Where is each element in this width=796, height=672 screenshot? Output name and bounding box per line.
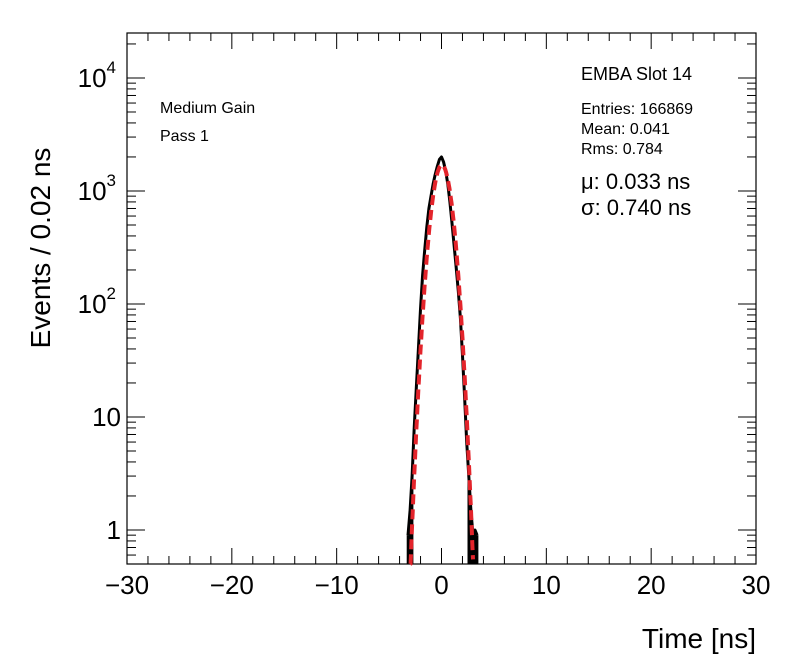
entries-label: Entries: 166869 [581,101,693,118]
y-tick-label: 103 [78,171,116,206]
sigma-label: σ: 0.740 ns [581,195,691,220]
x-axis-ticks [126,33,757,564]
x-tick-label: 20 [637,570,666,600]
gaussian-fit-line [408,162,475,566]
y-axis-ticks [127,43,756,565]
rms-label: Rms: 0.784 [581,141,663,158]
x-tick-label: 30 [742,570,771,600]
y-tick-label: 10 [92,402,121,432]
mu-label: μ: 0.033 ns [581,169,690,194]
x-tick-label: −20 [210,570,254,600]
x-tick-labels: −30 −20 −10 0 10 20 30 [105,570,771,600]
x-tick-label: −30 [105,570,149,600]
histogram-edge-spikes [406,476,479,564]
y-tick-label: 104 [78,58,116,93]
slot-label: EMBA Slot 14 [581,64,692,84]
x-tick-label: −10 [315,570,359,600]
y-axis-title: Events / 0.02 ns [25,148,56,349]
y-tick-label: 1 [107,515,121,545]
y-tick-labels: 1 10 102 103 104 [78,58,121,545]
histogram-series-line [406,155,479,537]
mean-label: Mean: 0.041 [581,121,670,138]
y-tick-label: 102 [78,284,116,319]
x-tick-label: 10 [532,570,561,600]
x-axis-title: Time [ns] [642,623,756,654]
gain-label: Medium Gain [160,100,255,117]
x-tick-label: 0 [434,570,448,600]
pass-label: Pass 1 [160,128,209,145]
